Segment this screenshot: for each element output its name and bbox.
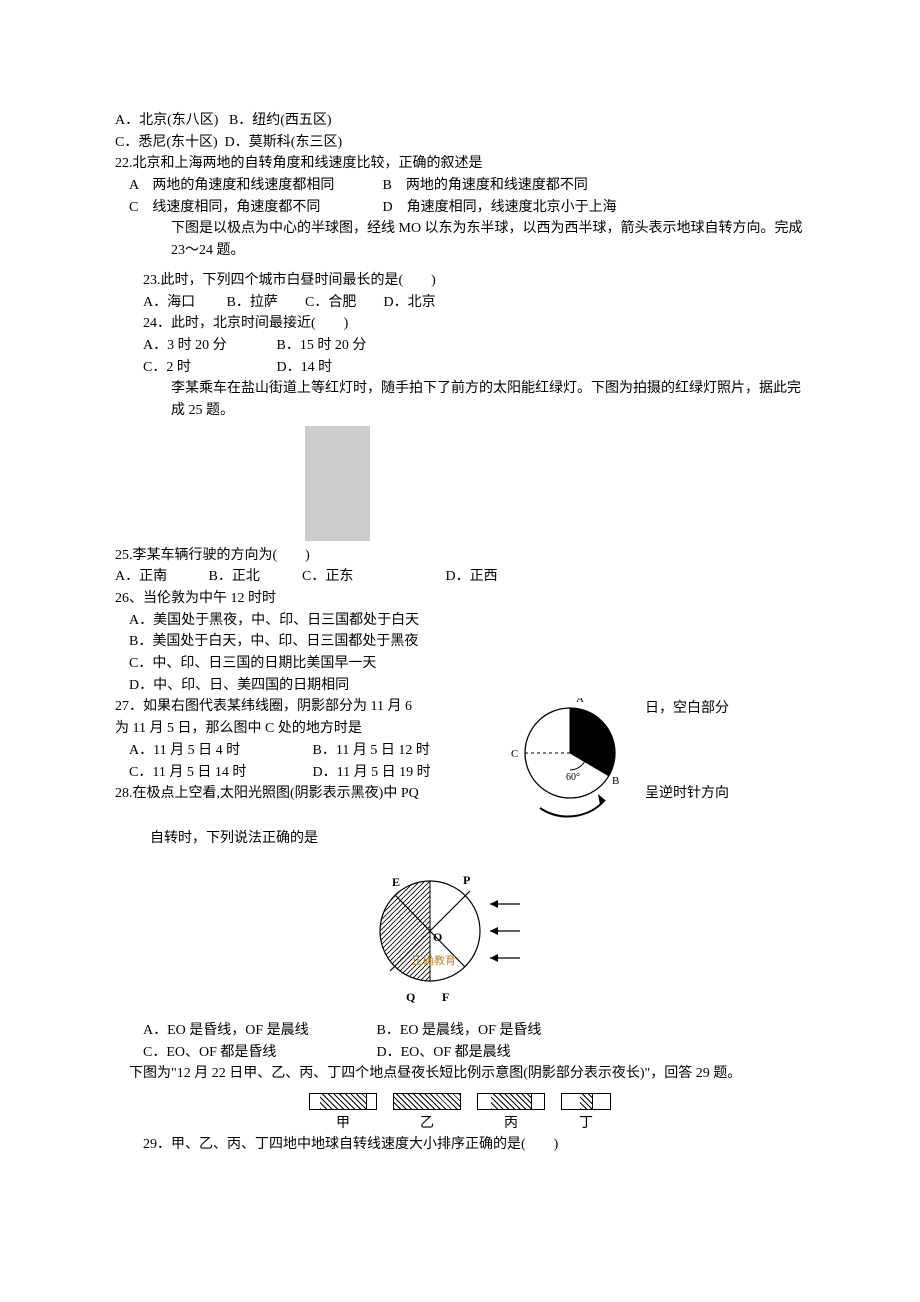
q22-opt-d: D 角速度相同，线速度北京小于上海 bbox=[383, 200, 617, 215]
q27-opt-b: B．11 月 5 日 12 时 bbox=[313, 743, 430, 758]
q28-label-o: O bbox=[433, 930, 442, 944]
q26-opt-a: A．美国处于黑夜，中、印、日三国都处于白天 bbox=[115, 610, 805, 632]
q29-stem: 29．甲、乙、丙、丁四地中地球自转线速度大小排序正确的是( ) bbox=[115, 1134, 805, 1156]
night-segment bbox=[491, 1094, 531, 1109]
q28-opt-a: A．EO 是昏线，OF 是晨线 bbox=[143, 1020, 373, 1042]
q23-opt-c: C．合肥 bbox=[305, 292, 380, 314]
passage-polar: 下图是以极点为中心的半球图，经线 MO 以东为东半球，以西为西半球，箭头表示地球… bbox=[143, 218, 805, 261]
q28-label-p: P bbox=[463, 873, 470, 887]
daynight-cell: 丁 bbox=[561, 1091, 611, 1134]
q21-opt-d: D．莫斯科(东三区) bbox=[225, 135, 342, 150]
q24-opt-b: B．15 时 20 分 bbox=[277, 338, 367, 353]
daynight-cell: 乙 bbox=[393, 1091, 461, 1134]
passage-traffic: 李某乘车在盐山街道上等红灯时，随手拍下了前方的太阳能红绿灯。下图为拍摄的红绿灯照… bbox=[143, 378, 805, 421]
daynight-bar bbox=[477, 1093, 545, 1110]
daynight-bar bbox=[561, 1093, 611, 1110]
daynight-label: 丁 bbox=[561, 1113, 611, 1135]
q24-opt-a: A．3 时 20 分 bbox=[143, 335, 273, 357]
q28-opt-c: C．EO、OF 都是昏线 bbox=[143, 1042, 373, 1064]
q23-opt-d: D．北京 bbox=[384, 295, 436, 310]
q27-opt-c: C．11 月 5 日 14 时 bbox=[129, 762, 309, 784]
night-segment bbox=[320, 1094, 366, 1109]
q22-opts-cd: C 线速度相同，角速度都不同 D 角速度相同，线速度北京小于上海 bbox=[115, 197, 805, 219]
daynight-label: 丙 bbox=[477, 1113, 545, 1135]
q21-opt-c: C．悉尼(东十区) D．莫斯科(东三区) bbox=[115, 132, 805, 154]
q27-label-b: B bbox=[612, 775, 619, 787]
q27-stem-row2: 为 11 月 5 日，那么图中 C 处的地方时是 bbox=[115, 718, 495, 740]
q23-stem: 23.此时，下列四个城市白昼时间最长的是( ) bbox=[115, 270, 805, 292]
q23-opt-a: A．海口 bbox=[143, 292, 223, 314]
q21-opt-a: A．北京(东八区) B．纽约(西五区) bbox=[115, 110, 805, 132]
q27-opt-a: A．11 月 5 日 4 时 bbox=[129, 740, 309, 762]
q27-opt-d: D．11 月 5 日 19 时 bbox=[313, 765, 431, 780]
q28-label-q: Q bbox=[406, 990, 415, 1004]
night-segment bbox=[580, 1094, 592, 1109]
q28-label-e: E bbox=[392, 875, 400, 889]
q28-opt-d: D．EO、OF 都是晨线 bbox=[377, 1045, 511, 1060]
q25-opt-a: A．正南 bbox=[115, 566, 205, 588]
q27-label-c: C bbox=[511, 748, 518, 760]
q26-opt-c: C．中、印、日三国的日期比美国早一天 bbox=[115, 653, 805, 675]
q27-stem-row1-right: 日，空白部分 bbox=[645, 698, 735, 720]
q25-opt-b: B．正北 bbox=[209, 566, 299, 588]
q23-opts: A．海口 B．拉萨 C．合肥 D．北京 bbox=[115, 292, 805, 314]
q28-diagram: E F P Q O 正确教育 bbox=[115, 856, 805, 1014]
daynight-label: 乙 bbox=[393, 1113, 461, 1135]
daynight-label: 甲 bbox=[309, 1113, 377, 1135]
q24-opts-cd: C．2 时 D．14 时 bbox=[115, 357, 805, 379]
daynight-bars: 甲乙丙丁 bbox=[115, 1091, 805, 1134]
q27-stem-row1-left: 27．如果右图代表某纬线圈，阴影部分为 11 月 6 bbox=[115, 696, 495, 718]
daynight-bar bbox=[309, 1093, 377, 1110]
q28-label-f: F bbox=[442, 990, 449, 1004]
q21-opt-b: B．纽约(西五区) bbox=[229, 113, 332, 128]
q24-stem: 24．此时，北京时间最接近( ) bbox=[115, 313, 805, 335]
q26-opt-d: D．中、印、日、美四国的日期相同 bbox=[115, 675, 805, 697]
q27-label-a: A bbox=[576, 698, 584, 705]
q27-diagram: A B C O 60° bbox=[495, 696, 645, 828]
q27-opts-ab: A．11 月 5 日 4 时 B．11 月 5 日 12 时 bbox=[115, 740, 495, 762]
daynight-bar bbox=[393, 1093, 461, 1110]
q27-opts-cd: C．11 月 5 日 14 时 D．11 月 5 日 19 时 bbox=[115, 762, 495, 784]
q27-label-o: O bbox=[557, 741, 565, 753]
night-segment bbox=[394, 1094, 460, 1109]
q26-opt-b: B．美国处于白天，中、印、日三国都处于黑夜 bbox=[115, 631, 805, 653]
q22-opt-a: A 两地的角速度和线速度都相同 bbox=[129, 175, 379, 197]
q22-opt-c: C 线速度相同，角速度都不同 bbox=[129, 197, 379, 219]
q24-opt-d: D．14 时 bbox=[277, 360, 333, 375]
passage-dec22: 下图为"12 月 22 日甲、乙、丙、丁四个地点昼夜长短比例示意图(阴影部分表示… bbox=[115, 1063, 805, 1085]
q28-watermark: 正确教育 bbox=[412, 953, 456, 967]
q28-opts-cd: C．EO、OF 都是昏线 D．EO、OF 都是晨线 bbox=[115, 1042, 805, 1064]
q28-stem-row1-right: 呈逆时针方向 bbox=[645, 783, 735, 805]
traffic-light-photo bbox=[115, 422, 805, 545]
q25-opt-d: D．正西 bbox=[446, 569, 498, 584]
q25-opts: A．正南 B．正北 C．正东 D．正西 bbox=[115, 566, 805, 588]
q28-opt-b: B．EO 是晨线，OF 是昏线 bbox=[377, 1023, 542, 1038]
q22-opts-ab: A 两地的角速度和线速度都相同 B 两地的角速度和线速度都不同 bbox=[115, 175, 805, 197]
q25-stem: 25.李某车辆行驶的方向为( ) bbox=[115, 545, 805, 567]
q23-opt-b: B．拉萨 bbox=[227, 292, 302, 314]
daynight-cell: 丙 bbox=[477, 1091, 545, 1134]
q24-opts-ab: A．3 时 20 分 B．15 时 20 分 bbox=[115, 335, 805, 357]
q25-opt-c: C．正东 bbox=[302, 566, 442, 588]
q22-stem: 22.北京和上海两地的自转角度和线速度比较，正确的叙述是 bbox=[115, 153, 805, 175]
q24-opt-c: C．2 时 bbox=[143, 357, 273, 379]
q22-opt-b: B 两地的角速度和线速度都不同 bbox=[383, 178, 588, 193]
q26-stem: 26、当伦敦为中午 12 时时 bbox=[115, 588, 805, 610]
q28-opts-ab: A．EO 是昏线，OF 是晨线 B．EO 是晨线，OF 是昏线 bbox=[115, 1020, 805, 1042]
q27-label-angle: 60° bbox=[566, 772, 580, 783]
q28-stem-row2: 自转时，下列说法正确的是 bbox=[115, 828, 805, 850]
q28-stem-row1-left: 28.在极点上空看,太阳光照图(阴影表示黑夜)中 PQ bbox=[115, 783, 495, 805]
daynight-cell: 甲 bbox=[309, 1091, 377, 1134]
